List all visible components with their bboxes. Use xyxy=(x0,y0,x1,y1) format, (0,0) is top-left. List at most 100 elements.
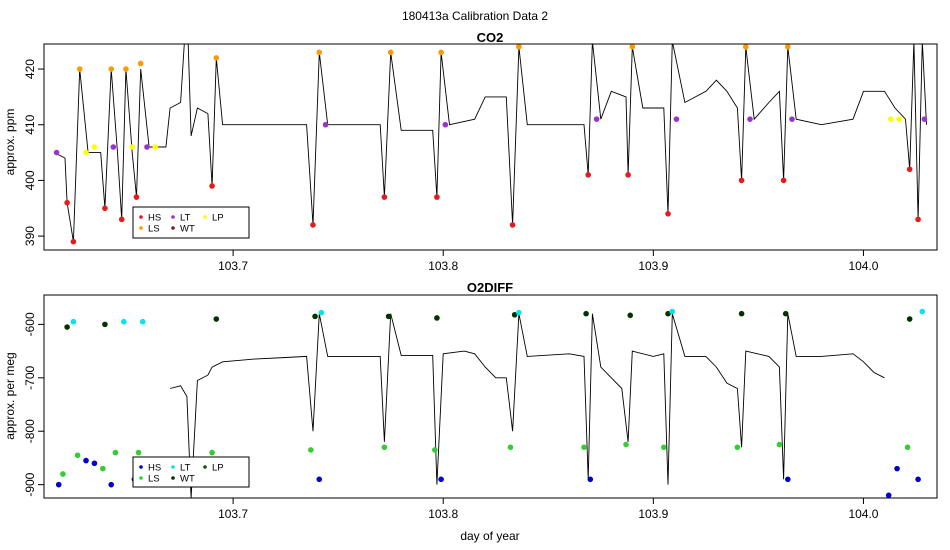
x-axis-label: day of year xyxy=(460,529,519,543)
o2diff-legend-box xyxy=(132,456,250,488)
o2diff-point-ls xyxy=(776,441,783,448)
o2diff-point-lt xyxy=(70,318,77,325)
co2-point-lt xyxy=(53,149,60,156)
co2-legend-label-wt: WT xyxy=(180,224,195,235)
o2diff-point-ls xyxy=(381,444,388,451)
co2-x-tick-label: 103.7 xyxy=(218,259,248,273)
o2diff-point-lt xyxy=(919,308,926,315)
co2-panel-title: CO2 xyxy=(477,30,504,45)
co2-y-tick-label: 390 xyxy=(23,226,37,246)
co2-point-lt xyxy=(747,116,753,122)
co2-point-ls xyxy=(785,44,791,50)
o2diff-legend-swatch-wt xyxy=(171,476,175,480)
co2-point-ls xyxy=(438,49,444,56)
co2-point-hs xyxy=(780,177,787,184)
co2-point-lp xyxy=(896,116,902,122)
o2diff-point-lt xyxy=(318,309,325,316)
o2diff-point-ls xyxy=(135,449,142,456)
o2diff-plot-area xyxy=(55,308,926,498)
co2-point-lp xyxy=(887,116,894,122)
page-title: 180413a Calibration Data 2 xyxy=(402,9,548,23)
o2diff-point-hs xyxy=(108,481,115,488)
co2-y-axis-label: approx. ppm xyxy=(3,109,17,176)
o2diff-trace-line xyxy=(169,313,885,498)
co2-legend-swatch-wt xyxy=(171,226,175,230)
co2-point-ls xyxy=(316,49,323,56)
co2-point-lt xyxy=(110,144,117,150)
o2diff-point-lt xyxy=(121,318,127,325)
co2-point-lp xyxy=(129,144,136,150)
o2diff-point-hs xyxy=(885,492,892,498)
co2-point-ls xyxy=(629,44,636,50)
o2diff-point-wt xyxy=(906,316,913,322)
o2diff-x-tick-label: 103.9 xyxy=(638,507,668,521)
co2-legend-box xyxy=(132,206,250,239)
co2-y-tick-label: 420 xyxy=(23,59,37,79)
co2-point-ls xyxy=(671,44,673,45)
co2-point-lt xyxy=(322,121,329,128)
o2diff-y-tick-label: -800 xyxy=(23,419,37,443)
co2-y-tick-label: 410 xyxy=(23,114,37,134)
co2-x-tick-label: 103.9 xyxy=(638,259,668,273)
o2diff-legend-label-hs: HS xyxy=(148,463,161,474)
o2diff-point-ls xyxy=(432,447,438,453)
o2diff-point-hs xyxy=(894,465,900,472)
o2diff-point-lt xyxy=(669,308,676,315)
co2-legend-label-ls: LS xyxy=(148,224,160,235)
co2-point-ls xyxy=(123,66,129,72)
co2-point-lt xyxy=(442,121,449,128)
o2diff-legend-swatch-hs xyxy=(139,465,143,469)
co2-point-hs xyxy=(906,166,913,173)
o2diff-plot-frame xyxy=(43,294,938,499)
o2diff-point-hs xyxy=(915,476,921,483)
o2diff-point-hs xyxy=(785,476,791,483)
o2diff-point-wt xyxy=(102,321,108,328)
o2diff-point-hs xyxy=(91,460,98,467)
o2diff-point-wt xyxy=(665,310,671,317)
o2diff-point-lt xyxy=(516,309,522,316)
co2-legend-label-hs: HS xyxy=(148,213,161,224)
co2-point-hs xyxy=(585,172,592,178)
o2diff-y-tick-label: -600 xyxy=(23,312,37,336)
o2diff-legend-swatch-ls xyxy=(139,476,143,480)
co2-point-ls xyxy=(76,66,83,72)
o2diff-point-ls xyxy=(100,465,106,472)
o2diff-legend-swatch-lt xyxy=(171,465,175,469)
co2-legend-label-lp: LP xyxy=(212,213,224,224)
co2-point-ls xyxy=(387,49,394,56)
co2-point-ls xyxy=(592,44,593,45)
co2-legend-swatch-hs xyxy=(139,215,143,219)
o2diff-point-ls xyxy=(74,452,81,459)
co2-x-tick-label: 104.0 xyxy=(848,259,878,273)
o2diff-point-ls xyxy=(904,444,911,451)
o2diff-point-wt xyxy=(511,311,518,318)
co2-point-hs xyxy=(381,194,388,200)
co2-point-hs xyxy=(915,216,921,223)
co2-point-hs xyxy=(434,194,440,200)
co2-point-ls xyxy=(137,60,144,67)
co2-point-lt xyxy=(673,116,680,122)
o2diff-point-ls xyxy=(661,444,667,451)
co2-point-lt xyxy=(593,116,600,122)
co2-point-lp xyxy=(83,149,89,156)
o2diff-point-ls xyxy=(507,444,514,451)
o2diff-point-ls xyxy=(623,441,629,448)
co2-point-lp xyxy=(152,144,159,150)
co2-trace-line xyxy=(54,44,927,242)
co2-x-tick-label: 103.8 xyxy=(428,259,458,273)
co2-legend-swatch-lp xyxy=(203,215,207,219)
co2-point-lt xyxy=(921,116,928,122)
co2-point-lt xyxy=(789,116,795,122)
o2diff-point-wt xyxy=(64,324,70,330)
co2-point-hs xyxy=(133,194,140,200)
co2-point-hs xyxy=(665,211,671,217)
o2diff-point-ls xyxy=(60,471,66,477)
co2-point-hs xyxy=(70,238,77,245)
o2diff-point-lt xyxy=(139,318,146,325)
co2-point-ls xyxy=(913,44,915,45)
co2-point-hs xyxy=(509,222,516,228)
co2-point-ls xyxy=(516,44,522,50)
